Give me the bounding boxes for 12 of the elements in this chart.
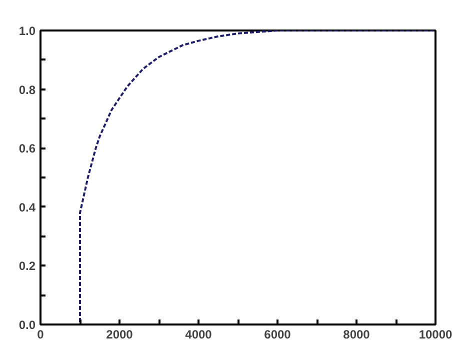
x-tick-label: 8000 — [343, 328, 370, 342]
y-tick-label: 0.8 — [18, 82, 36, 97]
x-tick-label: 6000 — [264, 328, 292, 342]
x-tick-label: 0 — [37, 328, 44, 342]
x-tick-label: 2000 — [106, 328, 134, 342]
y-tick-label: 0.4 — [18, 200, 36, 214]
y-tick-label: 1.0 — [18, 24, 36, 38]
x-tick-label: 10000 — [418, 328, 453, 342]
y-tick-label: 0.2 — [18, 259, 36, 274]
y-tick-label: 0.6 — [18, 142, 36, 156]
y-tick-label: 0.0 — [18, 318, 36, 332]
x-tick-label: 4000 — [185, 328, 212, 342]
